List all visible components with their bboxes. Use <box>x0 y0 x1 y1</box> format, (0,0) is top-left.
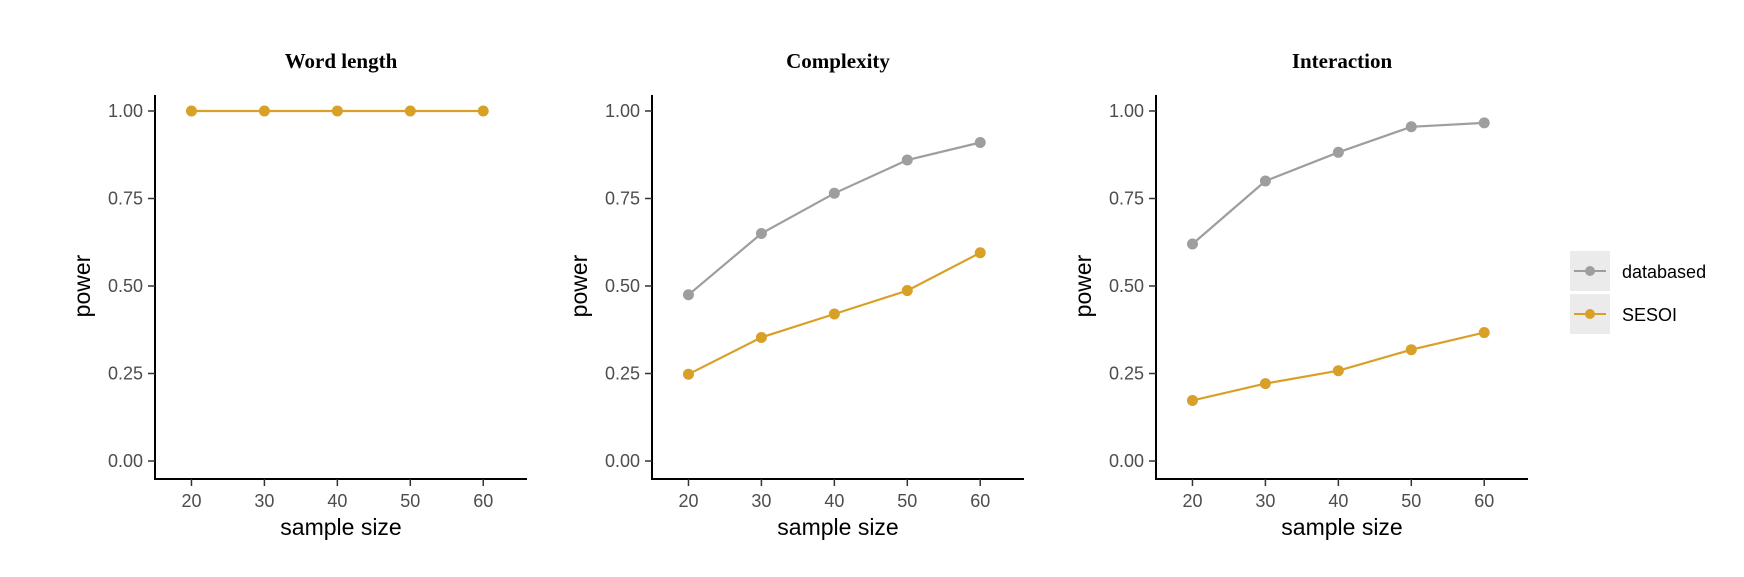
data-point-sesoi <box>1186 394 1198 406</box>
y-tick-label: 0.00 <box>1109 451 1144 471</box>
data-point-sesoi <box>901 285 913 297</box>
legend-item-databased: databased <box>1570 251 1706 291</box>
series-sesoi <box>185 105 489 117</box>
data-point-sesoi <box>331 105 343 117</box>
data-point-sesoi <box>404 105 416 117</box>
panels: Word length 0.00 0.25 0.50 0.75 1.00 20 30 40 50 6… <box>69 49 1528 540</box>
data-point-sesoi <box>1332 365 1344 377</box>
data-point-sesoi <box>258 105 270 117</box>
legend-point-sesoi <box>1585 309 1595 319</box>
x-tick-label: 60 <box>970 491 990 511</box>
data-point-databased <box>1478 117 1490 129</box>
legend-label-sesoi: SESOI <box>1622 305 1677 325</box>
data-point-sesoi <box>1478 327 1490 339</box>
series-databased <box>1186 117 1490 250</box>
y-tick-label: 0.25 <box>108 364 143 384</box>
x-tick-label: 40 <box>327 491 347 511</box>
x-tick-label: 60 <box>1474 491 1494 511</box>
data-point-sesoi <box>1259 378 1271 390</box>
x-axis-title: sample size <box>1281 514 1402 540</box>
legend: databased SESOI <box>1570 251 1706 334</box>
x-tick-label: 50 <box>1401 491 1421 511</box>
x-tick-label: 30 <box>751 491 771 511</box>
panel-title: Interaction <box>1292 49 1393 73</box>
y-tick-label: 0.75 <box>605 189 640 209</box>
x-tick-label: 30 <box>254 491 274 511</box>
y-tick-label: 1.00 <box>1109 101 1144 121</box>
series-databased <box>682 137 986 301</box>
y-axis-title: power <box>1070 254 1096 317</box>
y-tick-label: 0.50 <box>605 276 640 296</box>
y-tick-label: 1.00 <box>605 101 640 121</box>
y-tick-label: 0.50 <box>108 276 143 296</box>
panel-title: Word length <box>285 49 398 73</box>
data-point-sesoi <box>185 105 197 117</box>
x-tick-label: 60 <box>473 491 493 511</box>
data-point-databased <box>682 289 694 301</box>
y-tick-label: 0.00 <box>108 451 143 471</box>
y-tick-label: 0.50 <box>1109 276 1144 296</box>
data-point-databased <box>1405 121 1417 133</box>
series-sesoi <box>682 247 986 380</box>
y-tick-label: 0.75 <box>1109 189 1144 209</box>
data-point-sesoi <box>828 308 840 320</box>
x-axis-title: sample size <box>280 514 401 540</box>
y-axis-title: power <box>69 254 95 317</box>
x-tick-label: 20 <box>181 491 201 511</box>
data-point-databased <box>1186 238 1198 250</box>
y-tick-label: 0.25 <box>605 364 640 384</box>
data-point-databased <box>1332 146 1344 158</box>
x-tick-label: 50 <box>897 491 917 511</box>
data-point-databased <box>974 137 986 148</box>
data-point-sesoi <box>755 331 767 343</box>
x-tick-label: 30 <box>1255 491 1275 511</box>
y-tick-label: 0.25 <box>1109 364 1144 384</box>
y-tick-label: 0.00 <box>605 451 640 471</box>
y-tick-label: 1.00 <box>108 101 143 121</box>
series-line-databased <box>1191 121 1485 245</box>
x-tick-label: 40 <box>824 491 844 511</box>
x-tick-label: 40 <box>1328 491 1348 511</box>
legend-point-databased <box>1585 266 1595 276</box>
data-point-databased <box>755 228 767 239</box>
data-point-databased <box>1259 175 1271 187</box>
data-point-sesoi <box>477 105 489 117</box>
panel-title: Complexity <box>786 49 890 73</box>
data-point-databased <box>901 154 913 166</box>
panel-complexity: Complexity 0.00 0.25 0.50 0.75 1.00 20 30 40 50 60… <box>566 49 1024 540</box>
series-line-databased <box>687 141 981 296</box>
x-axis-title: sample size <box>777 514 898 540</box>
data-point-databased <box>828 187 840 199</box>
legend-item-sesoi: SESOI <box>1570 294 1677 334</box>
legend-label-databased: databased <box>1622 262 1706 282</box>
panel-word-length: Word length 0.00 0.25 0.50 0.75 1.00 20 30 40 50 6… <box>69 49 527 540</box>
x-tick-label: 20 <box>1182 491 1202 511</box>
y-tick-label: 0.75 <box>108 189 143 209</box>
series-sesoi <box>1186 327 1490 406</box>
data-point-sesoi <box>682 368 694 380</box>
data-point-sesoi <box>974 247 986 259</box>
y-axis-title: power <box>566 254 592 317</box>
panel-interaction: Interaction 0.00 0.25 0.50 0.75 1.00 20 30 40 50 6… <box>1070 49 1528 540</box>
x-tick-label: 50 <box>400 491 420 511</box>
x-tick-label: 20 <box>678 491 698 511</box>
data-point-sesoi <box>1405 344 1417 356</box>
